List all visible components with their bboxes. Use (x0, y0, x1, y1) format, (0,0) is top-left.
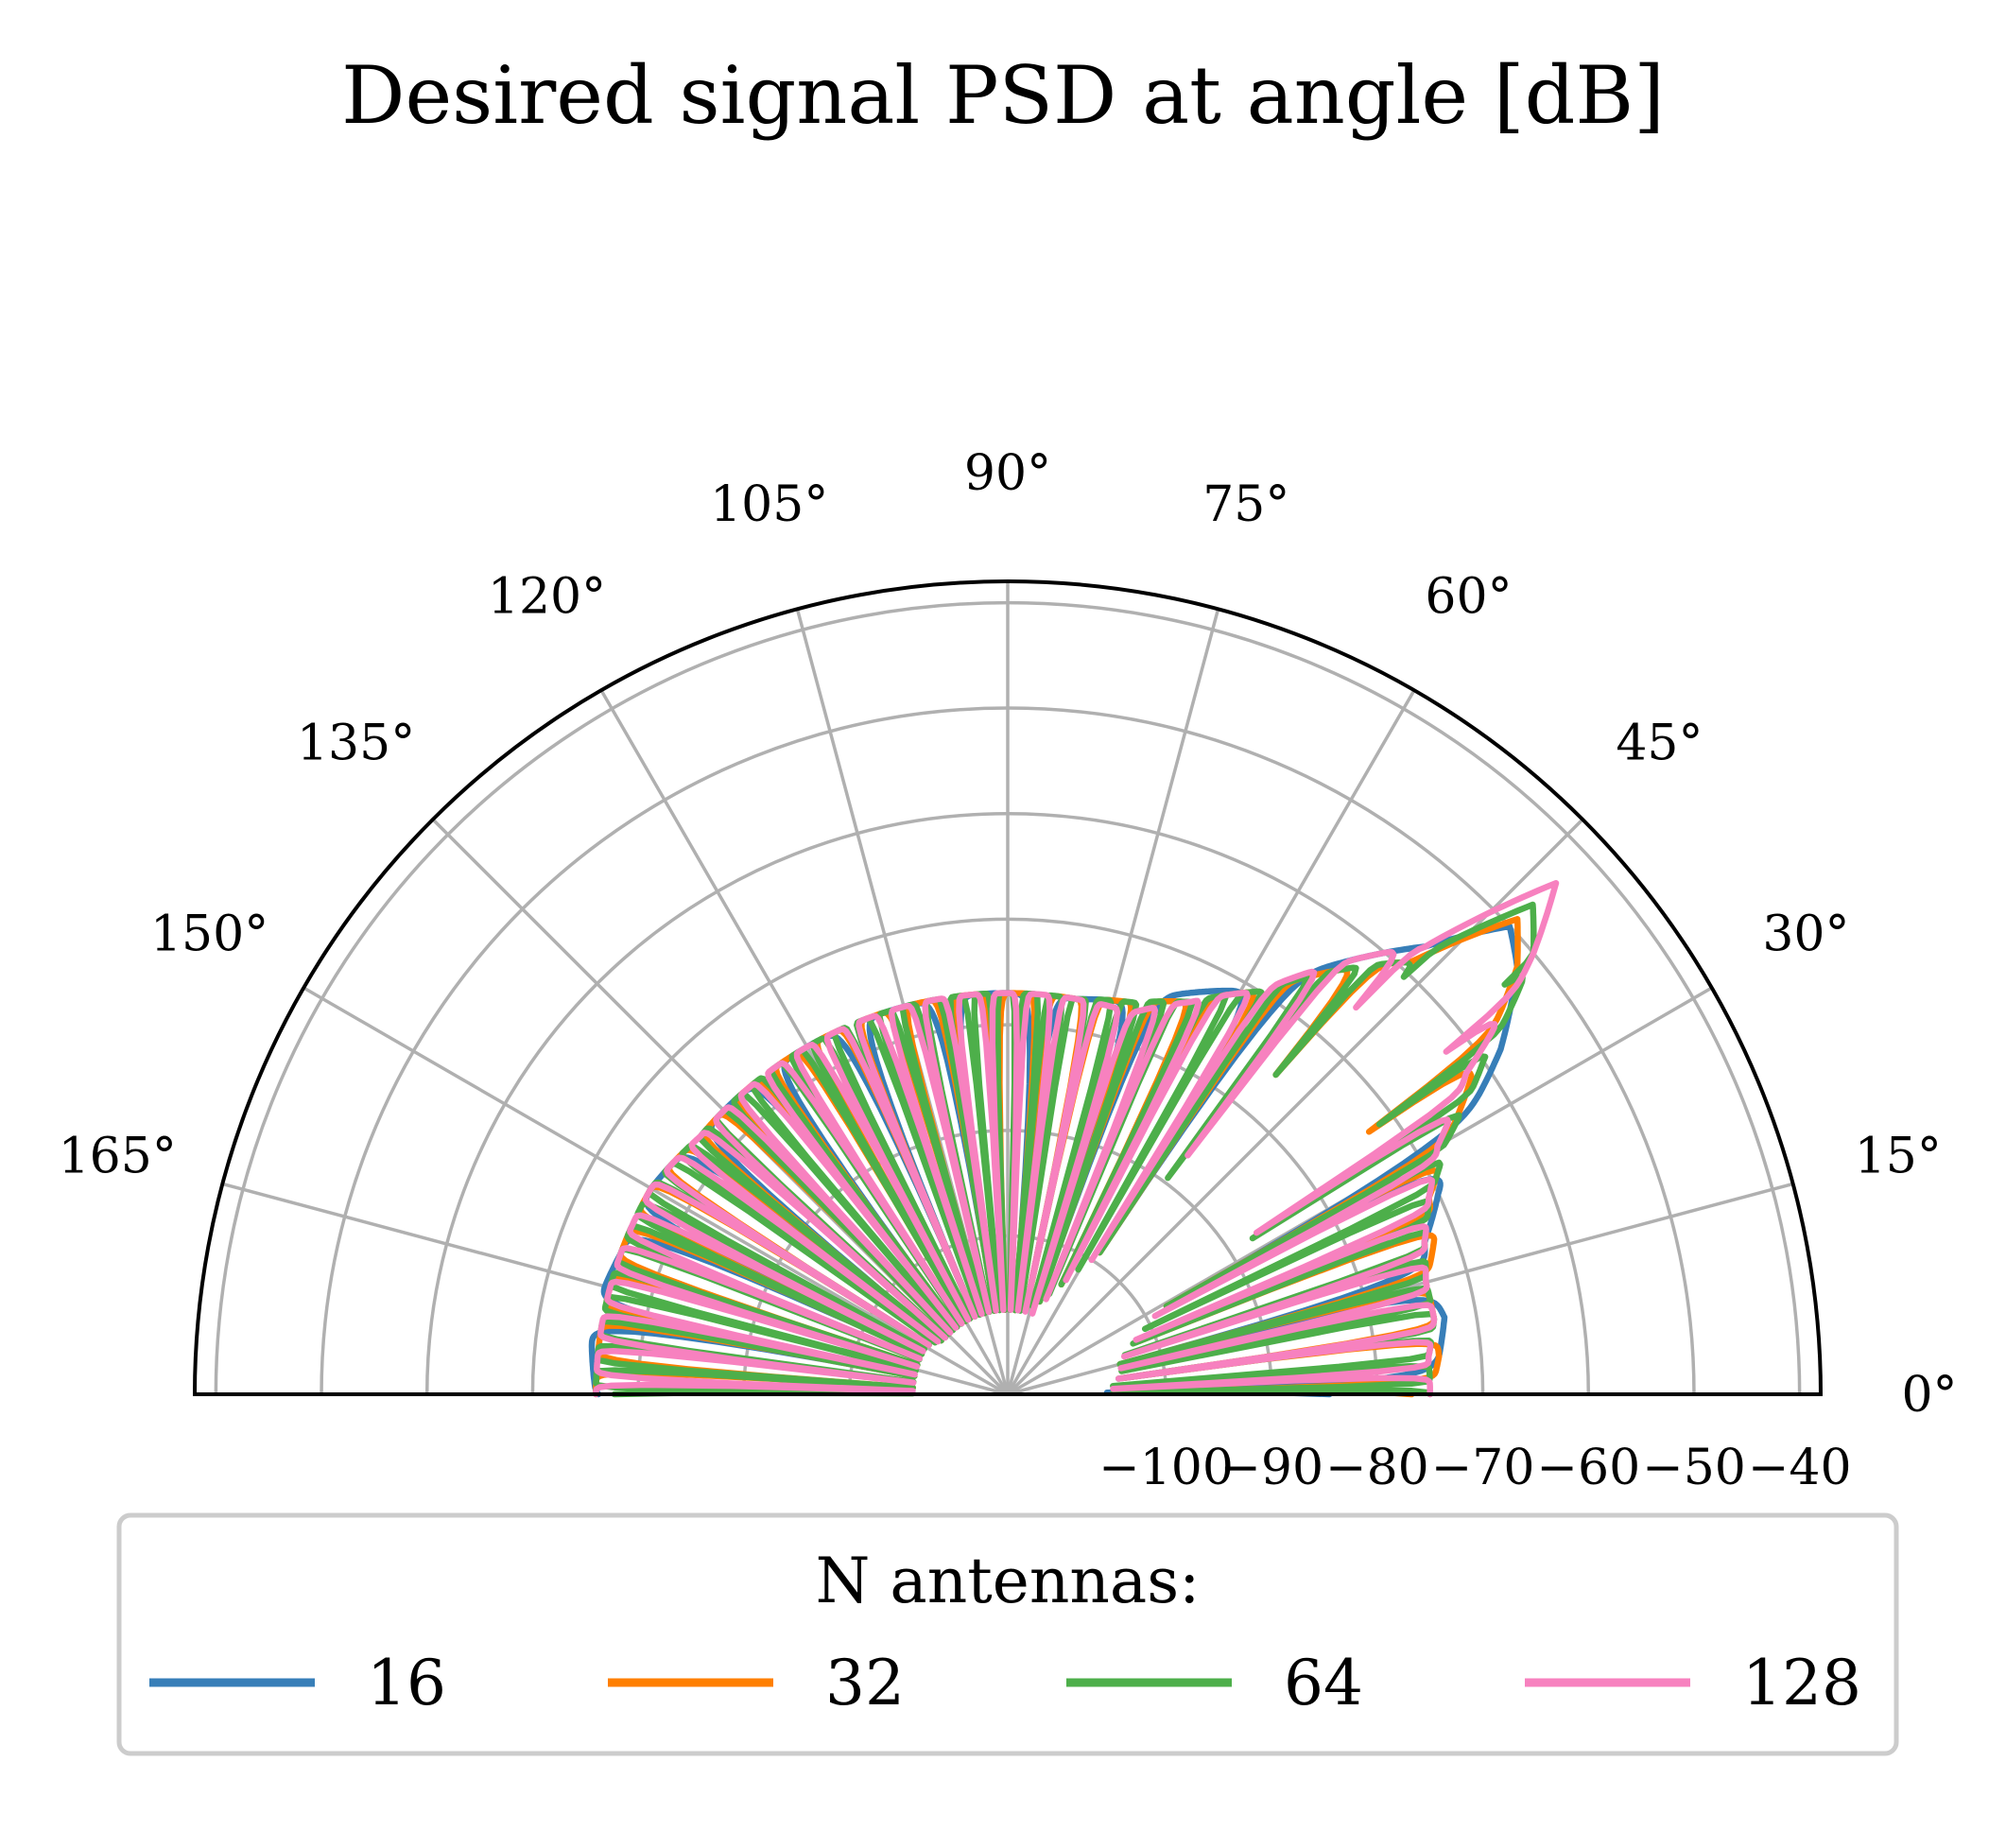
theta-tick-label: 165° (59, 1129, 177, 1185)
r-tick-label: −50 (1642, 1440, 1746, 1496)
theta-tick-label: 105° (710, 476, 828, 533)
theta-tick-label: 0° (1901, 1367, 1957, 1424)
legend: N antennas: 16 32 64 128 (116, 1512, 1899, 1756)
theta-tick-label: 75° (1202, 476, 1289, 533)
r-tick-label: −70 (1431, 1440, 1535, 1496)
theta-tick-label: 150° (150, 907, 268, 963)
series-lines (588, 879, 1560, 1398)
theta-tick-label: 120° (488, 569, 606, 626)
r-tick-label: −90 (1219, 1440, 1323, 1496)
theta-tick-label: 90° (964, 445, 1051, 502)
r-tick-label: −100 (1098, 1440, 1234, 1496)
legend-label-32: 32 (825, 1647, 905, 1719)
legend-label-128: 128 (1742, 1647, 1861, 1719)
r-tick-label: −80 (1325, 1440, 1429, 1496)
r-tick-labels: −100−90 −80 −70 −60 −50 −40 (1098, 1440, 1851, 1496)
chart-title: Desired signal PSD at angle [dB] (341, 49, 1665, 142)
r-tick-label: −40 (1748, 1440, 1852, 1496)
polar-frame-outline (192, 579, 1824, 1396)
legend-label-16: 16 (367, 1647, 446, 1719)
polar-frame (192, 579, 1824, 1396)
theta-grid-line-10 (303, 986, 1009, 1396)
theta-tick-labels: 0° 15° 30° 45° 60° 75° 90° 105° 120° 135° 150° 165° (59, 445, 1958, 1424)
legend-label-64: 64 (1284, 1647, 1363, 1719)
theta-tick-label: 45° (1616, 716, 1703, 772)
theta-tick-label: 135° (297, 716, 415, 772)
r-tick-label: −60 (1536, 1440, 1640, 1496)
series-line-128 (593, 879, 1560, 1398)
theta-tick-label: 60° (1425, 569, 1512, 626)
theta-tick-label: 30° (1762, 907, 1849, 963)
legend-items: 16 32 64 128 (149, 1647, 1861, 1719)
legend-title: N antennas: (816, 1545, 1201, 1617)
theta-tick-label: 15° (1855, 1129, 1942, 1185)
legend-box (116, 1512, 1899, 1756)
